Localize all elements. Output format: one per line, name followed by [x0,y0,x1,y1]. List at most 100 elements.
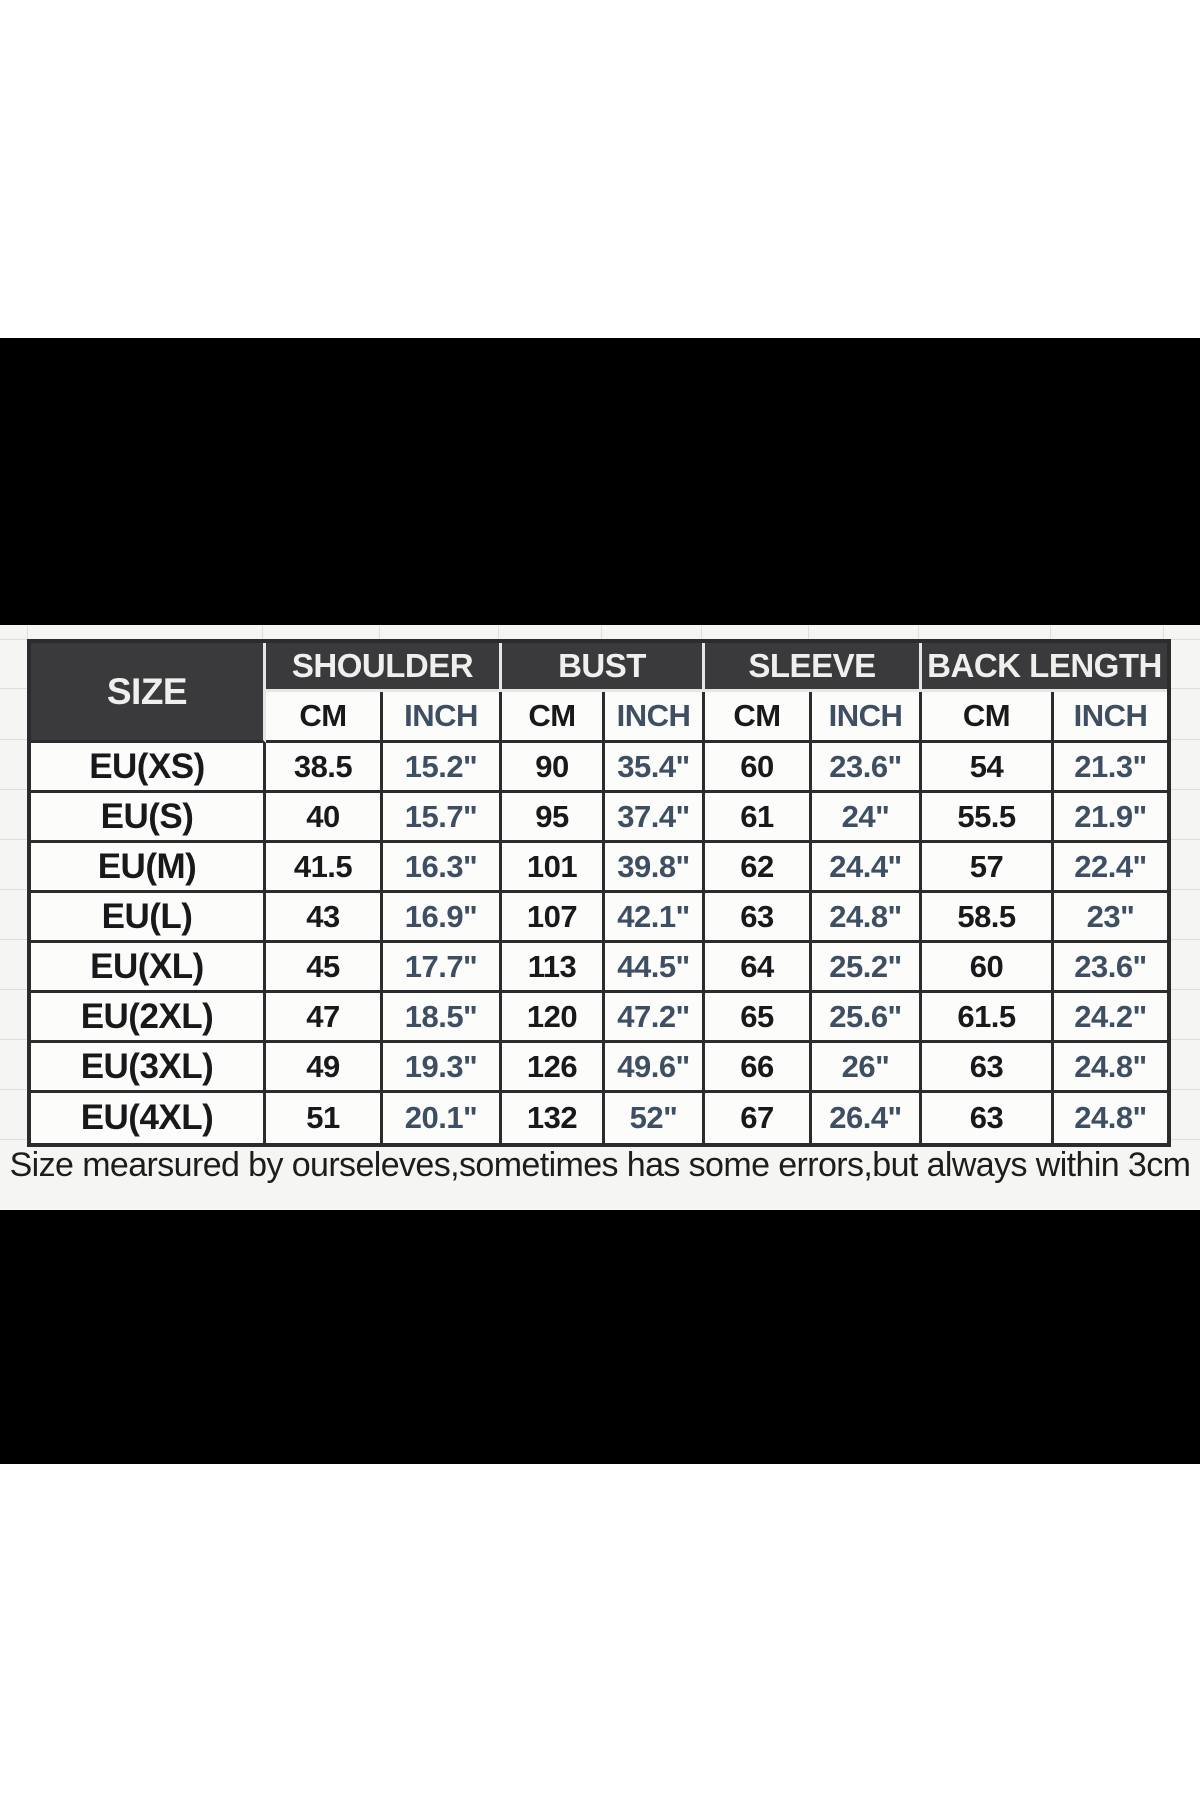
unit-header: CM [922,692,1054,743]
measurement-cell: 62 [705,843,812,893]
size-row-label: EU(4XL) [31,1093,266,1143]
measurement-cell: 24.2" [1054,993,1167,1043]
measurement-cell: 43 [266,893,383,943]
measurement-cell: 16.3" [383,843,502,893]
size-chart-section: SIZE SHOULDER BUST SLEEVE BACK LENGTH CM… [0,625,1200,1210]
grid-remnant-tick [1050,625,1051,639]
measurement-cell: 24.8" [812,893,922,943]
measurement-cell: 18.5" [383,993,502,1043]
grid-remnant-tick [601,625,602,639]
measurement-cell: 132 [502,1093,605,1143]
measurement-disclaimer: Size mearsured by ourseleves,sometimes h… [9,1146,1191,1184]
size-row-label: EU(S) [31,793,266,843]
measurement-cell: 23.6" [812,743,922,793]
measurement-cell: 45 [266,943,383,993]
measurement-cell: 95 [502,793,605,843]
size-row-label: EU(XS) [31,743,266,793]
measurement-cell: 38.5 [266,743,383,793]
letterbox-band-top [0,338,1200,625]
measurement-cell: 23.6" [1054,943,1167,993]
measurement-cell: 47.2" [605,993,705,1043]
measurement-cell: 66 [705,1043,812,1093]
size-chart-table: SIZE SHOULDER BUST SLEEVE BACK LENGTH CM… [27,639,1171,1147]
measurement-cell: 42.1" [605,893,705,943]
measurement-cell: 54 [922,743,1054,793]
measurement-cell: 51 [266,1093,383,1143]
unit-header: INCH [812,692,922,743]
grid-remnant-tick [808,625,809,639]
grid-remnant-tick [498,625,499,639]
measurement-cell: 58.5 [922,893,1054,943]
measurement-cell: 55.5 [922,793,1054,843]
measurement-cell: 61 [705,793,812,843]
measurement-cell: 49.6" [605,1043,705,1093]
measurement-cell: 65 [705,993,812,1043]
measurement-cell: 15.7" [383,793,502,843]
measurement-cell: 44.5" [605,943,705,993]
size-column-header: SIZE [31,643,266,743]
measurement-cell: 25.6" [812,993,922,1043]
measurement-cell: 61.5 [922,993,1054,1043]
measurement-cell: 16.9" [383,893,502,943]
measurement-cell: 63 [705,893,812,943]
letterbox-band-bottom [0,1210,1200,1464]
measurement-cell: 120 [502,993,605,1043]
measurement-cell: 24.8" [1054,1043,1167,1093]
measurement-cell: 37.4" [605,793,705,843]
group-header-bust: BUST [502,643,705,692]
size-row-label: EU(XL) [31,943,266,993]
measurement-cell: 107 [502,893,605,943]
measurement-cell: 19.3" [383,1043,502,1093]
measurement-cell: 41.5 [266,843,383,893]
measurement-cell: 60 [922,943,1054,993]
measurement-cell: 67 [705,1093,812,1143]
grid-remnant-tick [27,625,28,639]
group-header-shoulder: SHOULDER [266,643,502,692]
unit-header: INCH [1054,692,1167,743]
measurement-cell: 23" [1054,893,1167,943]
measurement-cell: 90 [502,743,605,793]
size-row-label: EU(2XL) [31,993,266,1043]
measurement-cell: 52" [605,1093,705,1143]
measurement-cell: 17.7" [383,943,502,993]
measurement-cell: 26.4" [812,1093,922,1143]
measurement-cell: 113 [502,943,605,993]
group-header-back-length: BACK LENGTH [922,643,1167,692]
grid-remnant-tick [1163,625,1164,639]
unit-header: CM [502,692,605,743]
measurement-cell: 47 [266,993,383,1043]
measurement-cell: 26" [812,1043,922,1093]
measurement-cell: 49 [266,1043,383,1093]
grid-remnant-tick [918,625,919,639]
measurement-cell: 60 [705,743,812,793]
measurement-cell: 39.8" [605,843,705,893]
measurement-cell: 101 [502,843,605,893]
unit-header: CM [705,692,812,743]
unit-header: CM [266,692,383,743]
measurement-cell: 63 [922,1043,1054,1093]
measurement-cell: 40 [266,793,383,843]
measurement-cell: 25.2" [812,943,922,993]
measurement-cell: 126 [502,1043,605,1093]
measurement-cell: 24" [812,793,922,843]
size-row-label: EU(3XL) [31,1043,266,1093]
bottom-white-margin [0,1464,1200,1800]
unit-header: INCH [605,692,705,743]
grid-remnant-tick [379,625,380,639]
measurement-cell: 57 [922,843,1054,893]
size-row-label: EU(L) [31,893,266,943]
measurement-cell: 21.3" [1054,743,1167,793]
grid-remnant-tick [262,625,263,639]
measurement-cell: 24.8" [1054,1093,1167,1143]
measurement-cell: 35.4" [605,743,705,793]
measurement-cell: 21.9" [1054,793,1167,843]
measurement-cell: 22.4" [1054,843,1167,893]
group-header-sleeve: SLEEVE [705,643,922,692]
measurement-cell: 20.1" [383,1093,502,1143]
size-row-label: EU(M) [31,843,266,893]
unit-header: INCH [383,692,502,743]
measurement-cell: 24.4" [812,843,922,893]
measurement-cell: 63 [922,1093,1054,1143]
measurement-cell: 15.2" [383,743,502,793]
